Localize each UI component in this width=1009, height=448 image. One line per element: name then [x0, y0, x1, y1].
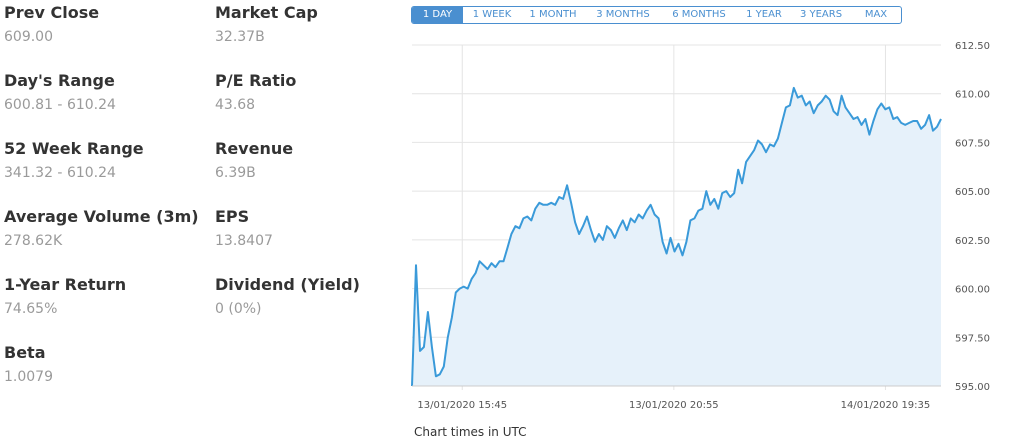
- y-tick-label: 597.50: [955, 333, 990, 344]
- stat-average-volume: Average Volume (3m) 278.62K: [4, 206, 199, 252]
- y-tick-label: 595.00: [955, 382, 990, 393]
- y-tick-label: 605.00: [955, 187, 990, 198]
- stat-52-week-range: 52 Week Range 341.32 - 610.24: [4, 138, 144, 184]
- x-tick-label: 13/01/2020 15:45: [417, 400, 507, 411]
- y-tick-label: 602.50: [955, 236, 990, 247]
- stat-value: 43.68: [215, 97, 256, 113]
- stat-label: Revenue: [215, 139, 294, 158]
- stat-label: 1-Year Return: [4, 275, 127, 294]
- stat-revenue: Revenue 6.39B: [215, 138, 293, 184]
- tab-1-week[interactable]: 1 WEEK: [472, 9, 512, 20]
- tab-1-year[interactable]: 1 YEAR: [746, 9, 782, 20]
- tab-6-months[interactable]: 6 MONTHS: [672, 9, 726, 20]
- y-tick-label: 607.50: [955, 138, 990, 149]
- stat-label: Market Cap: [215, 3, 318, 22]
- stat-dividend-yield: Dividend (Yield) 0 (0%): [215, 274, 360, 320]
- stat-label: Prev Close: [4, 3, 100, 22]
- stat-days-range: Day's Range 600.81 - 610.24: [4, 70, 116, 116]
- stat-value: 6.39B: [215, 165, 256, 181]
- stat-value: 32.37B: [215, 29, 265, 45]
- stat-label: Dividend (Yield): [215, 275, 360, 294]
- key-stats-panel: Prev Close 609.00 Market Cap 32.37B Day'…: [4, 0, 404, 448]
- stat-label: P/E Ratio: [215, 71, 297, 90]
- x-axis-tick-labels: 13/01/2020 15:45 13/01/2020 20:55 14/01/20…: [417, 400, 930, 411]
- x-tick-label: 14/01/2020 19:35: [841, 400, 931, 411]
- y-tick-label: 612.50: [955, 41, 990, 52]
- time-range-tabs: 1 DAY 1 WEEK 1 MONTH 3 MONTHS 6 MONTHS 1…: [411, 6, 902, 24]
- y-tick-label: 600.00: [955, 285, 990, 296]
- stat-label: Beta: [4, 343, 46, 362]
- stat-label: Day's Range: [4, 71, 115, 90]
- x-tick-label: 13/01/2020 20:55: [629, 400, 719, 411]
- stat-value: 13.8407: [215, 233, 273, 249]
- stat-value: 278.62K: [4, 233, 63, 249]
- stat-1-year-return: 1-Year Return 74.65%: [4, 274, 126, 320]
- tab-1-month[interactable]: 1 MONTH: [529, 9, 577, 20]
- tab-3-years[interactable]: 3 YEARS: [799, 9, 843, 20]
- stat-value: 74.65%: [4, 301, 58, 317]
- tab-3-months[interactable]: 3 MONTHS: [596, 9, 650, 20]
- stat-value: 600.81 - 610.24: [4, 97, 116, 113]
- stat-value: 0 (0%): [215, 301, 262, 317]
- stat-label: EPS: [215, 207, 250, 226]
- stat-label: Average Volume (3m): [4, 207, 199, 226]
- stat-label: 52 Week Range: [4, 139, 144, 158]
- stat-value: 1.0079: [4, 369, 53, 385]
- stat-value: 341.32 - 610.24: [4, 165, 116, 181]
- tab-1-day[interactable]: 1 DAY: [412, 7, 463, 23]
- stat-value: 609.00: [4, 29, 53, 45]
- y-tick-label: 610.00: [955, 90, 990, 101]
- tab-max[interactable]: MAX: [864, 9, 888, 20]
- stat-pe-ratio: P/E Ratio 43.68: [215, 70, 296, 116]
- chart-timezone-note: Chart times in UTC: [414, 425, 527, 439]
- stat-market-cap: Market Cap 32.37B: [215, 2, 318, 48]
- price-area-fill: [412, 87, 941, 387]
- y-axis-tick-labels: 612.50 610.00 607.50 605.00 602.50 600.00 597.…: [955, 41, 990, 393]
- stat-eps: EPS 13.8407: [215, 206, 273, 252]
- price-line: [411, 86, 942, 387]
- stat-beta: Beta 1.0079: [4, 342, 53, 388]
- stat-prev-close: Prev Close 609.00: [4, 2, 99, 48]
